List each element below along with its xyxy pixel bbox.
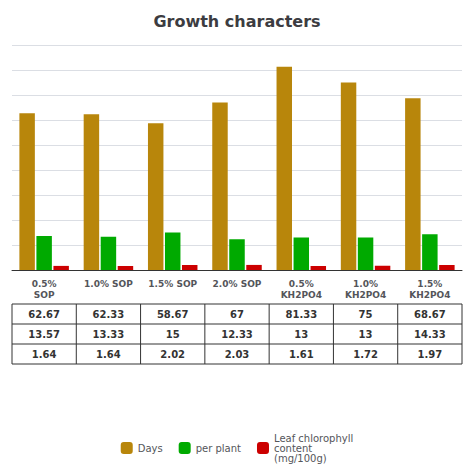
svg-text:2.0% SOP: 2.0% SOP	[213, 279, 262, 289]
svg-text:(mg/100g): (mg/100g)	[274, 453, 327, 464]
svg-text:SOP: SOP	[34, 290, 55, 300]
svg-text:1.61: 1.61	[289, 349, 314, 360]
svg-text:2.02: 2.02	[160, 349, 185, 360]
svg-text:1.72: 1.72	[353, 349, 378, 360]
svg-text:1.0% SOP: 1.0% SOP	[84, 279, 133, 289]
svg-text:1.5%: 1.5%	[417, 279, 442, 289]
svg-text:75: 75	[359, 309, 373, 320]
svg-text:81.33: 81.33	[285, 309, 317, 320]
svg-text:62.33: 62.33	[93, 309, 125, 320]
svg-text:Growth characters: Growth characters	[153, 12, 320, 31]
svg-text:1.0%: 1.0%	[353, 279, 378, 289]
svg-text:2.03: 2.03	[225, 349, 250, 360]
svg-text:1.97: 1.97	[418, 349, 443, 360]
svg-text:1.5% SOP: 1.5% SOP	[148, 279, 197, 289]
svg-text:13.33: 13.33	[93, 329, 125, 340]
svg-text:Days: Days	[138, 443, 163, 454]
svg-text:per plant: per plant	[196, 443, 241, 454]
svg-text:13: 13	[359, 329, 373, 340]
svg-text:62.67: 62.67	[28, 309, 60, 320]
svg-text:14.33: 14.33	[414, 329, 446, 340]
svg-text:KH2PO4: KH2PO4	[345, 290, 386, 300]
svg-text:67: 67	[230, 309, 244, 320]
svg-text:content: content	[274, 442, 313, 454]
svg-text:15: 15	[166, 329, 180, 340]
svg-text:0.5%: 0.5%	[289, 279, 314, 289]
svg-text:KH2PO4: KH2PO4	[409, 290, 450, 300]
svg-text:1.64: 1.64	[32, 349, 57, 360]
svg-text:68.67: 68.67	[414, 309, 446, 320]
svg-text:58.67: 58.67	[157, 309, 189, 320]
svg-text:KH2PO4: KH2PO4	[281, 290, 322, 300]
svg-text:1.64: 1.64	[96, 349, 121, 360]
svg-text:13: 13	[294, 329, 308, 340]
svg-text:0.5%: 0.5%	[32, 279, 57, 289]
svg-text:13.57: 13.57	[28, 329, 60, 340]
svg-text:12.33: 12.33	[221, 329, 253, 340]
svg-text:Leaf chlorophyll: Leaf chlorophyll	[274, 432, 354, 444]
